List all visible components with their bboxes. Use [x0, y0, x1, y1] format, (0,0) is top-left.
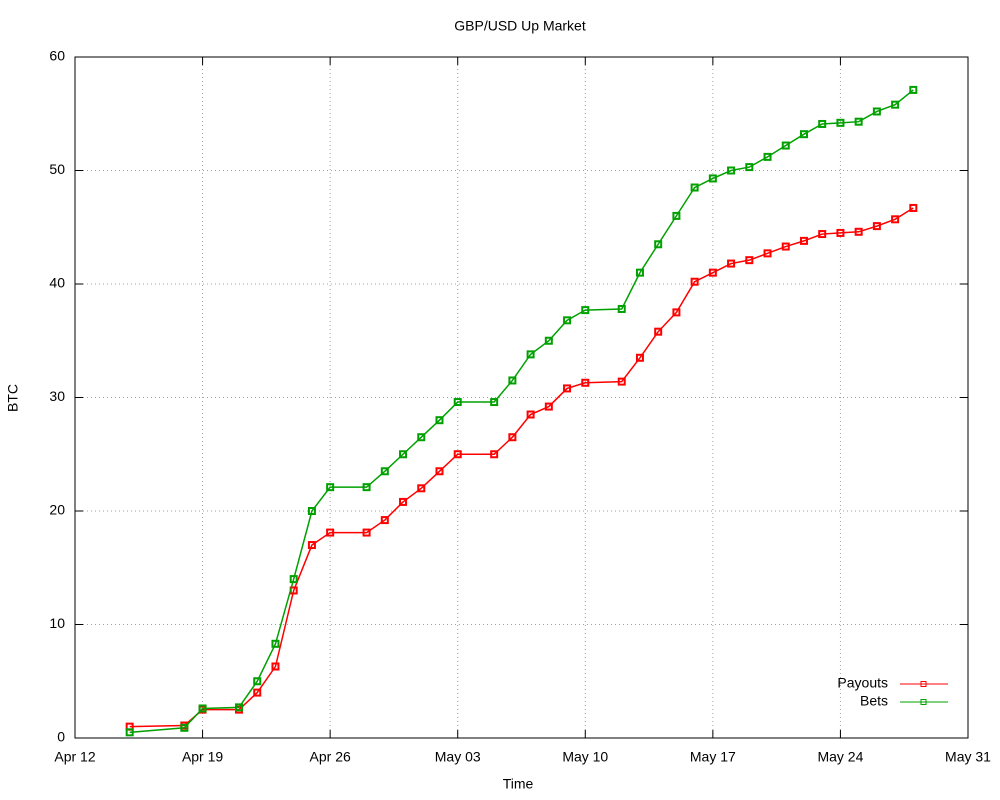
point — [125, 728, 134, 737]
point — [854, 227, 863, 236]
x-tick-label: May 31 — [945, 749, 991, 765]
point — [235, 703, 244, 712]
point — [380, 467, 389, 476]
point — [654, 240, 663, 249]
point — [854, 117, 863, 126]
point — [654, 327, 663, 336]
point — [818, 119, 827, 128]
point — [399, 497, 408, 506]
legend-label: Bets — [860, 693, 888, 709]
point — [563, 384, 572, 393]
point — [891, 215, 900, 224]
point — [453, 450, 462, 459]
point — [453, 398, 462, 407]
point — [909, 203, 918, 212]
point — [198, 704, 207, 713]
point — [617, 304, 626, 313]
x-tick-label: May 17 — [690, 749, 736, 765]
point — [307, 507, 316, 515]
point — [799, 236, 808, 245]
y-tick-label: 50 — [49, 161, 65, 177]
series-line — [129, 207, 914, 728]
y-axis-label: BTC — [5, 384, 21, 412]
y-tick-label: 40 — [49, 275, 65, 291]
point — [508, 433, 517, 442]
point — [617, 377, 626, 386]
point — [818, 230, 827, 239]
point — [727, 259, 736, 268]
point — [307, 541, 316, 550]
point — [836, 118, 845, 127]
y-tick-label: 20 — [49, 502, 65, 518]
plot-frame — [74, 56, 969, 739]
point — [180, 723, 189, 732]
point — [690, 183, 699, 192]
point — [362, 528, 371, 537]
point — [508, 376, 517, 385]
legend-marker — [920, 681, 927, 687]
point — [635, 353, 644, 362]
point — [781, 242, 790, 251]
point — [380, 516, 389, 525]
point — [326, 528, 335, 537]
point — [271, 639, 280, 648]
y-tick-label: 60 — [49, 48, 65, 64]
point — [690, 277, 699, 286]
point — [563, 316, 572, 325]
point — [526, 350, 535, 359]
point — [289, 575, 298, 584]
point — [362, 483, 371, 492]
y-tick-label: 30 — [49, 388, 65, 404]
point — [581, 378, 590, 387]
point — [781, 141, 790, 150]
x-tick-label: Apr 26 — [310, 749, 351, 765]
point — [891, 100, 900, 109]
point — [745, 163, 754, 172]
x-tick-label: Apr 12 — [54, 749, 95, 765]
point — [490, 450, 499, 459]
point — [763, 152, 772, 161]
point — [526, 410, 535, 419]
point — [544, 336, 553, 345]
series-line — [129, 89, 914, 734]
y-tick-label: 10 — [49, 615, 65, 631]
point — [909, 85, 918, 94]
point — [253, 688, 262, 697]
point — [763, 249, 772, 258]
point — [708, 268, 717, 277]
chart-title: GBP/USD Up Market — [454, 18, 586, 34]
point — [253, 677, 262, 686]
point — [672, 308, 681, 317]
point — [799, 130, 808, 139]
point — [435, 467, 444, 476]
x-tick-label: May 03 — [435, 749, 481, 765]
point — [872, 222, 881, 231]
point — [271, 662, 280, 671]
point — [708, 174, 717, 183]
point — [326, 483, 335, 492]
point — [399, 450, 408, 459]
point — [727, 166, 736, 175]
point — [417, 433, 426, 442]
x-tick-label: Apr 19 — [182, 749, 223, 765]
point — [417, 484, 426, 493]
legend-label: Payouts — [837, 675, 888, 691]
point — [672, 211, 681, 220]
point — [635, 268, 644, 277]
x-axis-label: Time — [503, 776, 534, 792]
x-tick-label: May 10 — [562, 749, 608, 765]
point — [490, 398, 499, 407]
point — [581, 306, 590, 315]
legend-marker — [920, 699, 927, 705]
point — [544, 402, 553, 411]
point — [435, 416, 444, 425]
y-tick-label: 0 — [57, 729, 65, 745]
point — [872, 107, 881, 116]
x-tick-label: May 24 — [817, 749, 863, 765]
point — [745, 256, 754, 265]
point — [836, 228, 845, 237]
